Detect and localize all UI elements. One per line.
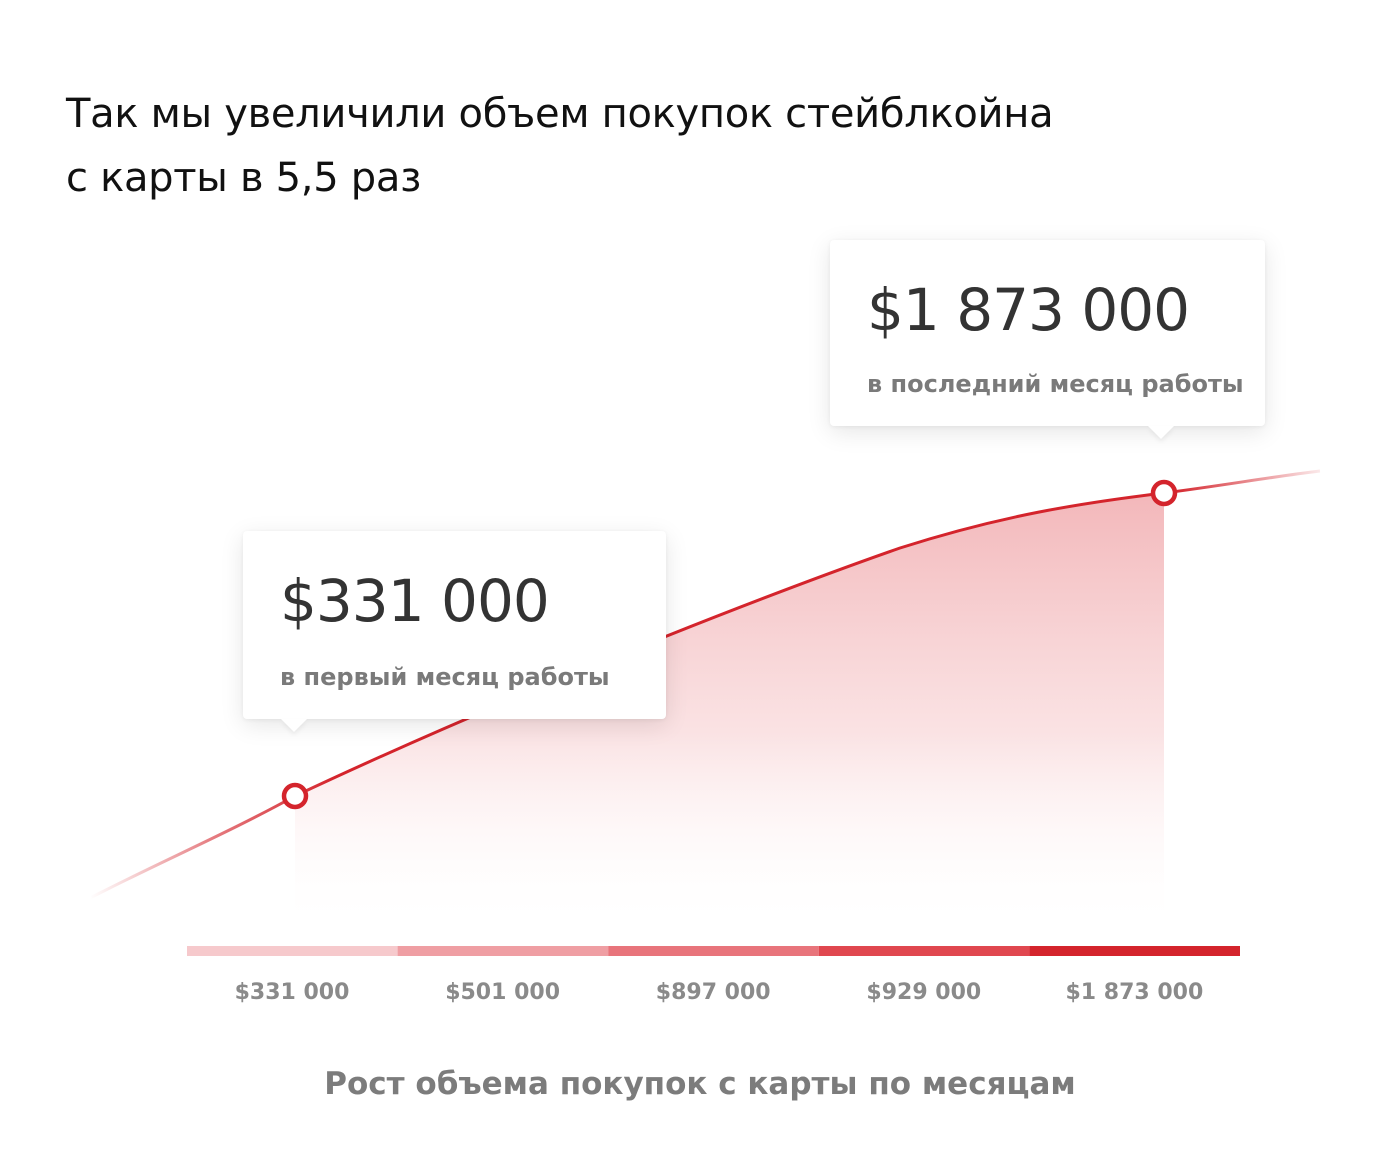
scale-tick-label: $501 000 — [445, 980, 560, 1005]
first-month-caption: в первый месяц работы — [280, 663, 610, 691]
chart-area-fill — [295, 493, 1164, 930]
callout-pointer — [1148, 426, 1174, 439]
data-point-last — [1150, 479, 1178, 507]
scale-segment — [187, 946, 398, 956]
page-title-line2: с карты в 5,5 раз — [66, 155, 422, 201]
first-month-amount: $331 000 — [280, 567, 550, 635]
scale-tick-label: $331 000 — [234, 980, 350, 1005]
data-point-first — [281, 782, 309, 810]
callout-pointer — [281, 719, 307, 732]
page-title: Так мы увеличили объем покупок стейблкой… — [66, 82, 1266, 210]
last-month-caption: в последний месяц работы — [867, 370, 1244, 398]
scale-tick-label: $929 000 — [866, 980, 982, 1005]
last-month-amount: $1 873 000 — [867, 276, 1190, 344]
scale-tick-label: $897 000 — [655, 980, 771, 1005]
chart-caption: Рост объема покупок с карты по месяцам — [324, 1066, 1076, 1102]
page-title-line1: Так мы увеличили объем покупок стейблкой… — [66, 91, 1054, 137]
scale-segment — [1029, 946, 1240, 956]
first-month-callout: $331 000 в первый месяц работы — [243, 531, 666, 732]
scale-segment — [608, 946, 819, 956]
last-month-callout: $1 873 000 в последний месяц работы — [830, 240, 1265, 439]
scale-segment — [397, 946, 609, 956]
scale-tick-label: $1 873 000 — [1065, 980, 1204, 1005]
scale-segment — [818, 946, 1030, 956]
